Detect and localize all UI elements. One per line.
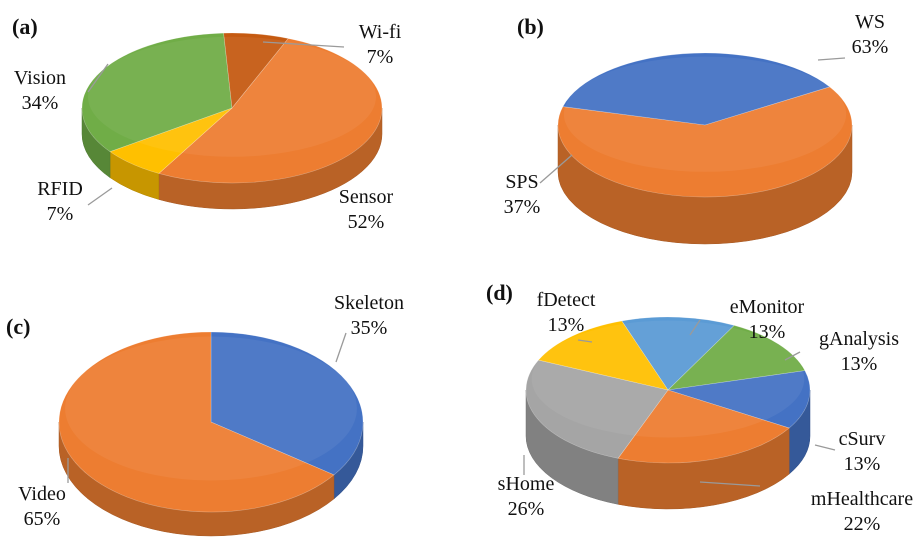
- slice-value-rfid: 7%: [47, 203, 74, 225]
- slice-value-video: 65%: [24, 508, 61, 530]
- pie-slice-sps: [562, 52, 831, 126]
- leader-line-vision: [87, 63, 109, 93]
- slice-value-shome: 26%: [508, 498, 545, 520]
- slice-value-sps: 37%: [504, 196, 541, 218]
- panel-label: (d): [486, 280, 513, 305]
- slice-label-vision: Vision: [14, 67, 66, 89]
- pie-top: [557, 52, 853, 198]
- pie-highlight: [65, 336, 357, 481]
- slice-value-skeleton: 35%: [351, 317, 388, 339]
- slice-value-csurv: 13%: [844, 453, 881, 475]
- slice-value-emonitor: 13%: [749, 321, 786, 343]
- leader-line-rfid: [87, 187, 113, 206]
- leader-line-wi-fi: [262, 41, 345, 48]
- pie-slice-sensor: [158, 38, 383, 184]
- pie-slice-csurv: [667, 370, 811, 429]
- leader-line-csurv: [814, 444, 836, 451]
- panel-label: (a): [12, 14, 38, 39]
- slice-value-fdetect: 13%: [548, 314, 585, 336]
- pie-highlight: [531, 320, 805, 438]
- pie-chart-3: Skeleton 35% Video 65% (c): [6, 292, 404, 537]
- slice-value-ganalysis: 13%: [841, 353, 878, 375]
- pie-sides: [81, 107, 383, 210]
- slice-label-mhealthcare: mHealthcare: [811, 488, 913, 510]
- slice-label-ganalysis: gAnalysis: [819, 328, 899, 350]
- leader-line-sps: [539, 154, 573, 184]
- pie-slice-mhealthcare: [617, 389, 790, 464]
- slice-label-wi-fi: Wi-fi: [359, 21, 402, 43]
- slice-label-emonitor: eMonitor: [730, 296, 805, 318]
- pie-highlight: [563, 56, 847, 172]
- pie-slice-video: [58, 331, 335, 513]
- slice-label-csurv: cSurv: [839, 428, 886, 450]
- pie-slice-rfid: [109, 107, 233, 174]
- pie-chart-2: WS 63% SPS 37% (b): [504, 11, 889, 245]
- panel-label: (c): [6, 314, 30, 339]
- pie-slice-vision: [81, 32, 233, 152]
- panel-label: (b): [517, 14, 544, 39]
- pie-highlight: [88, 36, 376, 157]
- leader-line-skeleton: [335, 332, 347, 363]
- leader-line-ganalysis: [784, 351, 801, 361]
- slice-value-wi-fi: 7%: [367, 46, 394, 68]
- pie-slice-ganalysis: [667, 325, 806, 391]
- slice-label-ws: WS: [855, 11, 885, 33]
- pie-sides: [525, 389, 811, 510]
- pie-slice-ws: [557, 86, 853, 198]
- leader-line-ws: [817, 57, 846, 61]
- slice-value-sensor: 52%: [348, 211, 385, 233]
- pie-top: [81, 32, 383, 184]
- pie-slice-emonitor: [621, 316, 735, 391]
- pie-slice-shome: [525, 359, 669, 459]
- pie-top: [525, 316, 811, 464]
- pie-chart-1: Sensor 52% RFID 7% Vision 34% Wi-fi 7% (a): [12, 14, 402, 233]
- pie-top: [58, 331, 364, 513]
- leader-line-emonitor: [689, 319, 701, 336]
- leader-line-fdetect: [577, 339, 593, 343]
- slice-label-sps: SPS: [505, 171, 538, 193]
- pie-chart-4: eMonitor 13% gAnalysis 13% cSurv 13% mHealthca…: [486, 280, 913, 535]
- slice-value-mhealthcare: 22%: [844, 513, 881, 535]
- leader-line-mhealthcare: [699, 481, 761, 487]
- pie-slice-skeleton: [210, 331, 364, 476]
- slice-label-video: Video: [18, 483, 66, 505]
- slice-label-fdetect: fDetect: [537, 289, 596, 311]
- pie-slice-fdetect: [537, 320, 669, 391]
- slice-label-sensor: Sensor: [339, 186, 394, 208]
- slice-value-ws: 63%: [852, 36, 889, 58]
- slice-label-rfid: RFID: [37, 178, 83, 200]
- slice-label-skeleton: Skeleton: [334, 292, 404, 314]
- slice-value-vision: 34%: [22, 92, 59, 114]
- pie-slice-wi-fi: [223, 32, 289, 109]
- slice-label-shome: sHome: [498, 473, 555, 495]
